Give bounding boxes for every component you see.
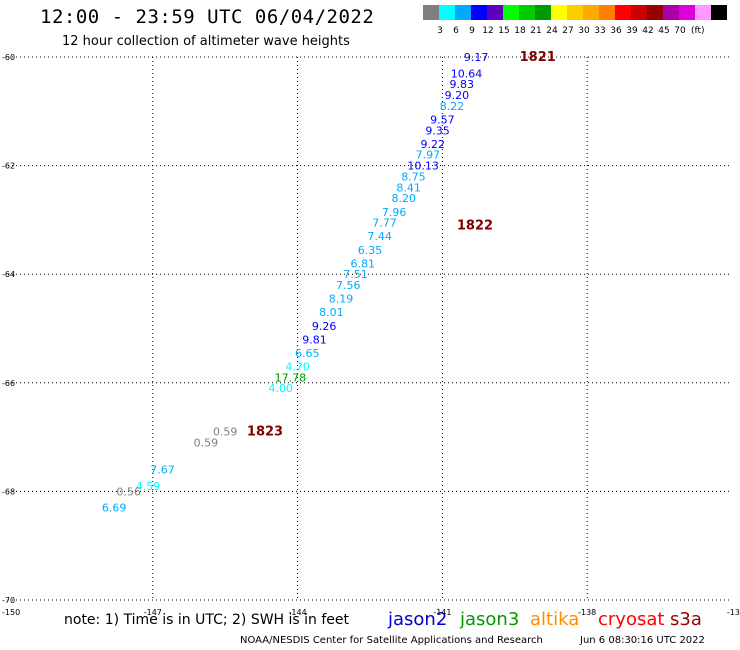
credit-text: NOAA/NESDIS Center for Satellite Applica… — [240, 635, 543, 646]
satellite-legend-jason2: jason2 — [388, 609, 448, 630]
y-tick-label: -60 — [2, 53, 15, 62]
data-point-label: 10.13 — [407, 160, 439, 173]
data-point-label: 7.97 — [416, 149, 441, 162]
data-point-label: 7.67 — [150, 464, 175, 477]
data-point-label: 8.01 — [319, 306, 344, 319]
colorbar-swatch — [599, 5, 615, 20]
colorbar-swatch — [503, 5, 519, 20]
x-tick-label: -141 — [433, 608, 451, 617]
colorbar-label: 39 — [626, 26, 638, 36]
x-tick-label: -144 — [289, 608, 307, 617]
x-tick-label: -150 — [2, 608, 20, 617]
colorbar-label: 21 — [530, 26, 542, 36]
colorbar-label: 18 — [514, 26, 526, 36]
data-point-label: 8.22 — [440, 100, 465, 113]
satellite-legend-jason3: jason3 — [460, 609, 520, 630]
generated-timestamp: Jun 6 08:30:16 UTC 2022 — [580, 635, 705, 646]
pass-number-label: 1821 — [520, 50, 556, 65]
y-tick-label: -70 — [2, 596, 15, 605]
data-point-label: 0.59 — [194, 437, 219, 450]
y-tick-label: -66 — [2, 379, 15, 388]
data-point-label: 10.64 — [451, 67, 483, 80]
colorbar-label: 6 — [453, 26, 459, 36]
colorbar-swatch — [567, 5, 583, 20]
colorbar-swatch — [487, 5, 503, 20]
x-tick-label: -138 — [578, 608, 596, 617]
data-point-label: 9.81 — [302, 333, 327, 346]
colorbar-label: 15 — [498, 26, 510, 36]
data-point-label: 9.17 — [464, 51, 489, 64]
y-tick-label: -64 — [2, 270, 15, 279]
colorbar-label: 36 — [610, 26, 622, 36]
colorbar-swatch — [679, 5, 695, 20]
colorbar-swatch — [551, 5, 567, 20]
data-point-label: 8.19 — [329, 293, 354, 306]
pass-number-label: 1823 — [247, 425, 283, 440]
data-point-label: 7.44 — [367, 230, 392, 243]
data-point-label: 9.35 — [425, 124, 450, 137]
data-point-label: 8.75 — [401, 170, 426, 183]
data-point-label: 6.65 — [295, 347, 320, 360]
data-point-label: 7.51 — [343, 268, 368, 281]
pass-number-label: 1822 — [457, 218, 493, 233]
data-point-label: 7.96 — [382, 206, 407, 219]
satellite-legend-altika: altika — [530, 609, 580, 630]
data-point-label: 6.35 — [358, 244, 383, 257]
colorbar-swatch — [583, 5, 599, 20]
colorbar-swatch — [647, 5, 663, 20]
y-tick-label: -68 — [2, 487, 15, 496]
y-tick-label: -62 — [2, 162, 15, 171]
colorbar-swatch — [615, 5, 631, 20]
satellite-legend-s3a: s3a — [670, 609, 702, 630]
x-tick-label: -13 — [727, 608, 740, 617]
color-legend-bar: 3 6 9 12 15 18 21 24 27 30 33 36 39 42 45 70 (ft) — [423, 5, 729, 36]
data-point-label: 4.59 — [136, 480, 161, 493]
data-point-label: 6.81 — [351, 257, 376, 270]
colorbar-swatch — [631, 5, 647, 20]
data-point-label: 17.78 — [275, 371, 307, 384]
colorbar-swatch — [711, 5, 727, 20]
colorbar-swatch — [663, 5, 679, 20]
colorbar-label: 33 — [594, 26, 606, 36]
data-point-label: 4.00 — [268, 382, 293, 395]
data-point-label: 9.57 — [430, 113, 455, 126]
colorbar-label: 42 — [642, 26, 654, 36]
colorbar-swatch — [535, 5, 551, 20]
colorbar-label: 30 — [578, 26, 590, 36]
x-tick-label: -147 — [144, 608, 162, 617]
chart-subtitle: 12 hour collection of altimeter wave hei… — [62, 34, 350, 49]
footer-note: note: 1) Time is in UTC; 2) SWH is in fe… — [64, 612, 350, 628]
data-point-label: 6.69 — [102, 502, 127, 515]
colorbar-label: 9 — [469, 26, 475, 36]
data-point-label: 7.56 — [336, 279, 361, 292]
data-point-label: 9.22 — [420, 138, 445, 151]
colorbar-swatch — [439, 5, 455, 20]
colorbar-swatch — [423, 5, 439, 20]
colorbar-label: 70 — [674, 26, 686, 36]
colorbar-unit: (ft) — [691, 26, 705, 36]
data-point-label: 7.77 — [372, 217, 397, 230]
colorbar-swatch — [519, 5, 535, 20]
chart-title: 12:00 - 23:59 UTC 06/04/2022 — [40, 6, 375, 28]
data-point-label: 9.26 — [312, 320, 337, 333]
colorbar-label: 27 — [562, 26, 574, 36]
data-point-label: 0.59 — [213, 426, 238, 439]
data-point-label: 9.20 — [445, 89, 470, 102]
data-point-label: 8.41 — [396, 181, 421, 194]
data-point-label: 8.20 — [392, 192, 417, 205]
data-point-label: 9.83 — [449, 78, 474, 91]
colorbar-label: 24 — [546, 26, 558, 36]
colorbar-swatch — [471, 5, 487, 20]
colorbar-label: 3 — [437, 26, 443, 36]
data-point-label: 4.70 — [285, 361, 310, 374]
colorbar-swatch — [695, 5, 711, 20]
satellite-legend-cryosat: cryosat — [598, 609, 665, 630]
colorbar-label: 45 — [658, 26, 670, 36]
colorbar-swatch — [455, 5, 471, 20]
colorbar-label: 12 — [482, 26, 494, 36]
data-point-label: 0.56 — [116, 485, 141, 498]
